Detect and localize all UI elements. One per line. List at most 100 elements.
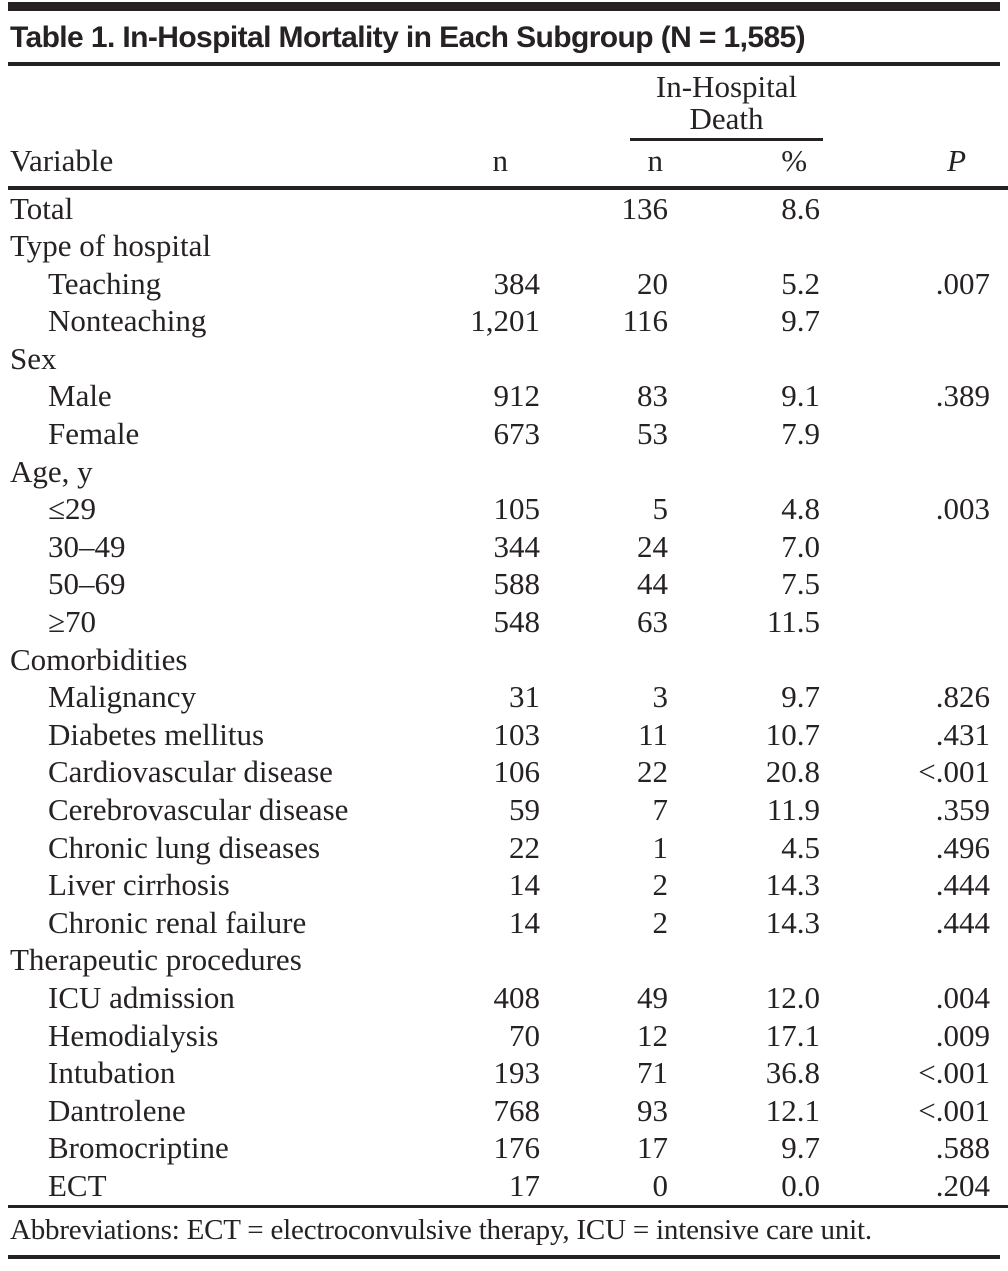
cell-death-n: 44 xyxy=(637,566,668,602)
cell-death-n: 136 xyxy=(621,190,669,226)
cell-p xyxy=(840,565,1008,603)
cell-p: .444 xyxy=(935,904,991,940)
cell-variable: Hemodialysis xyxy=(48,1017,219,1053)
cell-p xyxy=(840,641,1008,679)
cell-death-pct: 12.1 xyxy=(765,1092,821,1128)
cell-variable: Bromocriptine xyxy=(48,1130,229,1166)
cell-n: 105 xyxy=(493,491,541,527)
cell-death-pct: 17.1 xyxy=(765,1017,821,1053)
cell-variable: Cardiovascular disease xyxy=(48,754,333,790)
cell-n: 344 xyxy=(493,528,541,564)
table-row: ICU admission 408 49 12.0 .004 xyxy=(8,979,1008,1017)
cell-death-pct: 9.1 xyxy=(781,378,821,414)
cell-death-pct: 12.0 xyxy=(765,979,821,1015)
cell-n: 14 xyxy=(509,867,540,903)
cell-p xyxy=(840,302,1008,340)
cell-p xyxy=(840,415,1008,453)
table-title: Table 1. In-Hospital Mortality in Each S… xyxy=(10,21,806,54)
table-row: Chronic lung diseases 22 1 4.5 .496 xyxy=(8,829,1008,867)
table-row: Nonteaching 1,201 116 9.7 xyxy=(8,302,1008,340)
cell-p: .004 xyxy=(935,979,991,1015)
column-header-death-n: n xyxy=(560,140,688,190)
table-row: Teaching 384 20 5.2 .007 xyxy=(8,265,1008,303)
cell-p xyxy=(840,603,1008,641)
cell-n: 22 xyxy=(509,829,540,865)
bottom-rule xyxy=(8,1254,1000,1260)
spanner-cell: In-Hospital Death xyxy=(560,66,840,141)
spanner-line-2: Death xyxy=(689,100,764,136)
cell-death-n: 83 xyxy=(637,378,668,414)
cell-variable: Intubation xyxy=(48,1055,176,1091)
cell-p: .007 xyxy=(935,265,991,301)
cell-death-pct: 14.3 xyxy=(765,904,821,940)
cell-death-n: 12 xyxy=(637,1017,668,1053)
cell-p: .826 xyxy=(935,679,991,715)
cell-variable: Age, y xyxy=(10,453,93,489)
cell-death-pct: 4.5 xyxy=(781,829,821,865)
column-header-n: n xyxy=(428,140,560,190)
cell-death-n: 24 xyxy=(637,528,668,564)
table-row: Malignancy 31 3 9.7 .826 xyxy=(8,678,1008,716)
table-row: Chronic renal failure 14 2 14.3 .444 xyxy=(8,904,1008,942)
cell-variable: ICU admission xyxy=(48,979,235,1015)
cell-death-pct: 9.7 xyxy=(781,1130,821,1166)
cell-p xyxy=(840,340,1008,378)
cell-n xyxy=(428,453,560,491)
cell-variable: Teaching xyxy=(48,265,162,301)
cell-p xyxy=(840,941,1008,979)
cell-p: .496 xyxy=(935,829,991,865)
cell-variable: Nonteaching xyxy=(48,303,207,339)
table-row: Sex xyxy=(8,340,1008,378)
cell-death-pct: 14.3 xyxy=(765,867,821,903)
title-underline-rule xyxy=(8,62,1000,66)
cell-death-pct: 0.0 xyxy=(781,1167,821,1203)
spanner-row: In-Hospital Death xyxy=(8,66,1008,141)
cell-p: <.001 xyxy=(918,1092,991,1128)
cell-death-n: 11 xyxy=(638,716,668,752)
cell-variable: 50–69 xyxy=(48,566,126,602)
table-row: Dantrolene 768 93 12.1 <.001 xyxy=(8,1092,1008,1130)
table-header: In-Hospital Death Variable n n % P xyxy=(8,66,1008,190)
cell-n xyxy=(428,227,560,265)
cell-variable: Therapeutic procedures xyxy=(10,942,302,978)
cell-death-n: 17 xyxy=(637,1130,668,1166)
cell-death-n xyxy=(560,941,688,979)
table-row: Liver cirrhosis 14 2 14.3 .444 xyxy=(8,866,1008,904)
cell-variable: Total xyxy=(10,190,74,226)
cell-variable: 30–49 xyxy=(48,528,126,564)
cell-n: 17 xyxy=(509,1167,540,1203)
cell-death-n: 20 xyxy=(637,265,668,301)
cell-n: 14 xyxy=(509,904,540,940)
cell-death-n xyxy=(560,641,688,679)
column-header-p: P xyxy=(840,140,1008,190)
mortality-table: In-Hospital Death Variable n n % P Total… xyxy=(8,66,1008,1208)
cell-death-n: 2 xyxy=(652,867,669,903)
table-row: 30–49 344 24 7.0 xyxy=(8,528,1008,566)
cell-variable: Type of hospital xyxy=(10,228,212,264)
cell-variable: Comorbidities xyxy=(10,641,188,677)
cell-p: <.001 xyxy=(918,754,991,790)
spanner-line-1: In-Hospital xyxy=(655,68,798,104)
cell-n: 103 xyxy=(493,716,541,752)
cell-death-n: 93 xyxy=(637,1092,668,1128)
table-row: Cardiovascular disease 106 22 20.8 <.001 xyxy=(8,753,1008,791)
cell-death-n xyxy=(560,340,688,378)
cell-death-pct: 8.6 xyxy=(781,190,821,226)
cell-p xyxy=(840,453,1008,491)
cell-death-pct: 9.7 xyxy=(781,303,821,339)
cell-n: 912 xyxy=(493,378,541,414)
cell-variable: Dantrolene xyxy=(48,1092,186,1128)
cell-death-n: 116 xyxy=(622,303,668,339)
cell-n xyxy=(428,340,560,378)
spanner-spacer xyxy=(840,66,1008,141)
cell-death-pct xyxy=(688,340,840,378)
cell-n: 384 xyxy=(493,265,541,301)
cell-variable: Sex xyxy=(10,340,57,376)
cell-death-n: 53 xyxy=(637,416,668,452)
cell-n: 768 xyxy=(493,1092,541,1128)
table-row: Age, y xyxy=(8,453,1008,491)
cell-death-pct: 36.8 xyxy=(765,1055,821,1091)
cell-variable: ≥70 xyxy=(48,604,97,640)
cell-death-pct: 11.5 xyxy=(766,604,821,640)
